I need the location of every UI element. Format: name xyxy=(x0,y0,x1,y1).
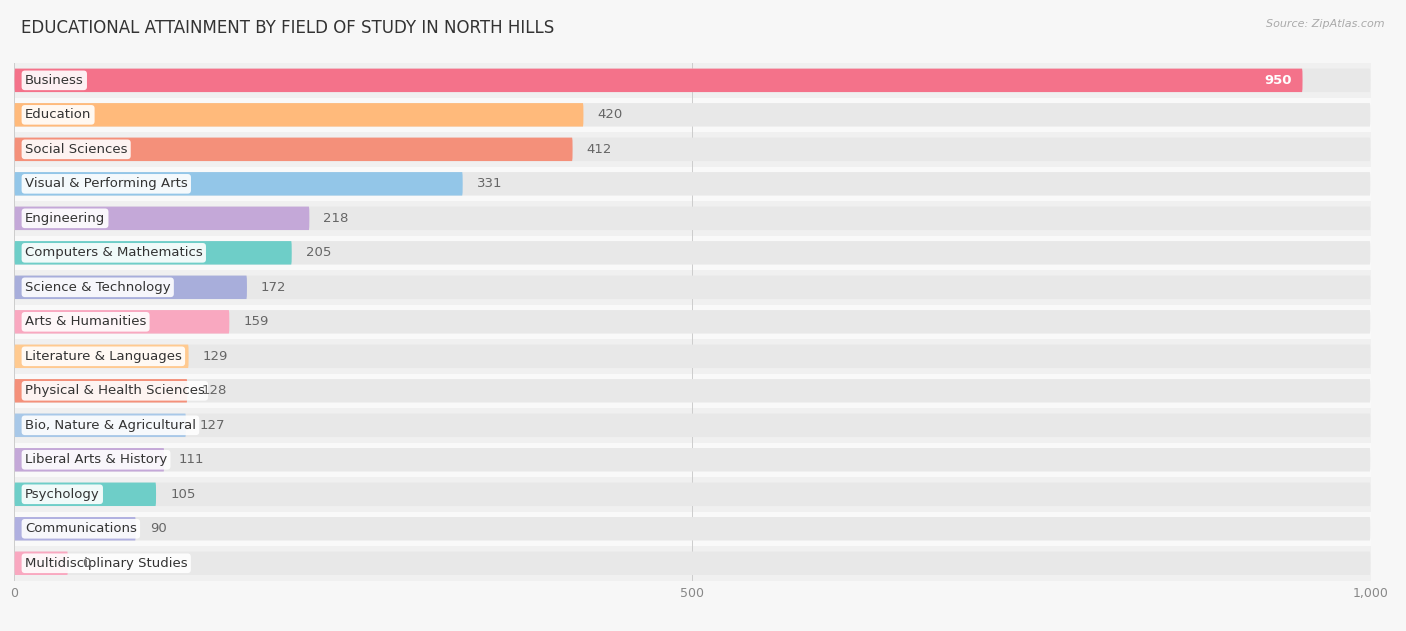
Bar xyxy=(14,235,1371,270)
Text: 205: 205 xyxy=(305,246,332,259)
Bar xyxy=(14,546,1371,581)
FancyBboxPatch shape xyxy=(14,276,1371,299)
FancyBboxPatch shape xyxy=(14,448,1371,471)
Text: Psychology: Psychology xyxy=(25,488,100,501)
Text: Multidisciplinary Studies: Multidisciplinary Studies xyxy=(25,557,187,570)
Bar xyxy=(14,132,1371,167)
Bar xyxy=(14,442,1371,477)
Text: Education: Education xyxy=(25,109,91,121)
FancyBboxPatch shape xyxy=(14,310,229,334)
Bar xyxy=(14,408,1371,442)
Text: Engineering: Engineering xyxy=(25,212,105,225)
FancyBboxPatch shape xyxy=(14,172,463,196)
Text: 159: 159 xyxy=(243,316,269,328)
Bar xyxy=(14,374,1371,408)
Text: Source: ZipAtlas.com: Source: ZipAtlas.com xyxy=(1267,19,1385,29)
FancyBboxPatch shape xyxy=(14,551,1371,575)
Text: EDUCATIONAL ATTAINMENT BY FIELD OF STUDY IN NORTH HILLS: EDUCATIONAL ATTAINMENT BY FIELD OF STUDY… xyxy=(21,19,554,37)
FancyBboxPatch shape xyxy=(14,172,1371,196)
FancyBboxPatch shape xyxy=(14,345,188,368)
Text: 111: 111 xyxy=(179,453,204,466)
Text: Visual & Performing Arts: Visual & Performing Arts xyxy=(25,177,187,191)
FancyBboxPatch shape xyxy=(14,448,165,471)
Text: 420: 420 xyxy=(598,109,623,121)
Text: Arts & Humanities: Arts & Humanities xyxy=(25,316,146,328)
Text: 129: 129 xyxy=(202,350,228,363)
Bar xyxy=(14,98,1371,132)
FancyBboxPatch shape xyxy=(14,517,136,541)
FancyBboxPatch shape xyxy=(14,483,156,506)
FancyBboxPatch shape xyxy=(14,379,1371,403)
FancyBboxPatch shape xyxy=(14,551,67,575)
FancyBboxPatch shape xyxy=(14,483,1371,506)
Bar xyxy=(14,167,1371,201)
FancyBboxPatch shape xyxy=(14,138,572,161)
FancyBboxPatch shape xyxy=(14,413,186,437)
Text: Communications: Communications xyxy=(25,522,136,535)
FancyBboxPatch shape xyxy=(14,517,1371,541)
Bar xyxy=(14,201,1371,235)
FancyBboxPatch shape xyxy=(14,103,1371,127)
FancyBboxPatch shape xyxy=(14,379,187,403)
Text: Physical & Health Sciences: Physical & Health Sciences xyxy=(25,384,205,398)
Text: Liberal Arts & History: Liberal Arts & History xyxy=(25,453,167,466)
FancyBboxPatch shape xyxy=(14,276,247,299)
Text: Social Sciences: Social Sciences xyxy=(25,143,128,156)
Text: 0: 0 xyxy=(82,557,90,570)
Text: 172: 172 xyxy=(262,281,287,294)
Text: Business: Business xyxy=(25,74,84,87)
Text: Computers & Mathematics: Computers & Mathematics xyxy=(25,246,202,259)
Text: Science & Technology: Science & Technology xyxy=(25,281,170,294)
FancyBboxPatch shape xyxy=(14,241,291,264)
Text: 105: 105 xyxy=(170,488,195,501)
Bar xyxy=(14,270,1371,305)
Text: 331: 331 xyxy=(477,177,502,191)
FancyBboxPatch shape xyxy=(14,413,1371,437)
Bar xyxy=(14,63,1371,98)
Text: 950: 950 xyxy=(1264,74,1292,87)
Text: Literature & Languages: Literature & Languages xyxy=(25,350,181,363)
FancyBboxPatch shape xyxy=(14,310,1371,334)
FancyBboxPatch shape xyxy=(14,345,1371,368)
Text: 412: 412 xyxy=(586,143,612,156)
Text: Bio, Nature & Agricultural: Bio, Nature & Agricultural xyxy=(25,419,195,432)
Bar xyxy=(14,512,1371,546)
FancyBboxPatch shape xyxy=(14,69,1302,92)
FancyBboxPatch shape xyxy=(14,206,309,230)
Text: 90: 90 xyxy=(150,522,166,535)
FancyBboxPatch shape xyxy=(14,69,1371,92)
Bar xyxy=(14,305,1371,339)
Bar xyxy=(14,477,1371,512)
Text: 218: 218 xyxy=(323,212,349,225)
FancyBboxPatch shape xyxy=(14,241,1371,264)
FancyBboxPatch shape xyxy=(14,103,583,127)
Bar xyxy=(14,339,1371,374)
Text: 127: 127 xyxy=(200,419,225,432)
FancyBboxPatch shape xyxy=(14,206,1371,230)
Text: 128: 128 xyxy=(201,384,226,398)
FancyBboxPatch shape xyxy=(14,138,1371,161)
